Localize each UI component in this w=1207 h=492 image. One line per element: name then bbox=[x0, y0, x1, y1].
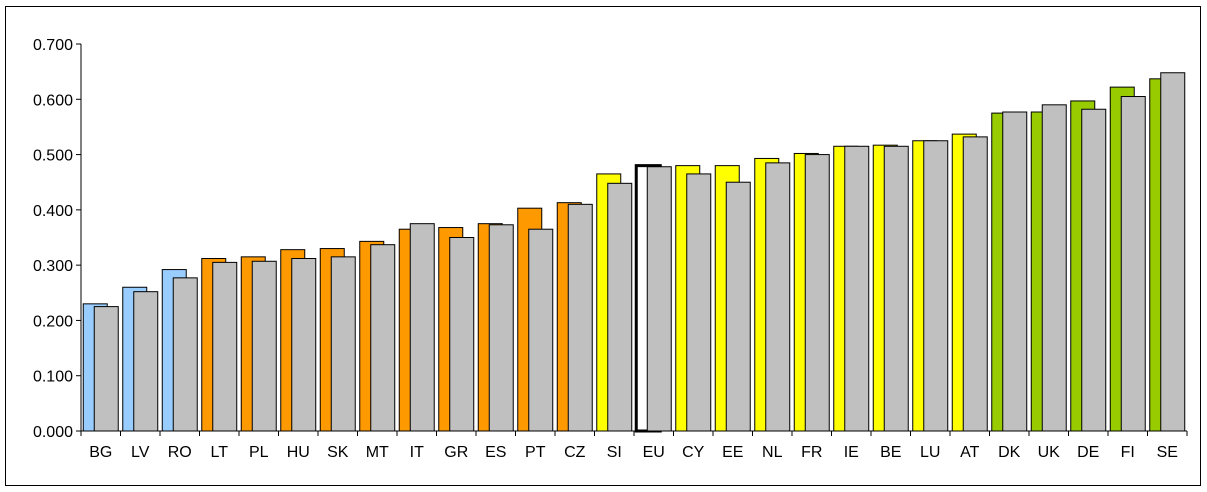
x-tick-label: EE bbox=[722, 444, 743, 461]
bar-series-2-pl bbox=[251, 260, 277, 432]
bar-series-2-dk bbox=[1002, 111, 1028, 432]
y-tick-label: 0.600 bbox=[33, 92, 73, 109]
x-tick-label: LV bbox=[131, 444, 150, 461]
x-tick-label: BE bbox=[880, 444, 901, 461]
x-tick-label: UK bbox=[1038, 444, 1061, 461]
x-tick-label: LU bbox=[920, 444, 940, 461]
x-tick-label: MT bbox=[366, 444, 389, 461]
y-tick-label: 0.000 bbox=[33, 424, 73, 441]
bar-series-2-lv bbox=[133, 291, 159, 432]
bar-series-2-gr bbox=[449, 237, 475, 432]
bar-series-2-ro bbox=[172, 277, 198, 432]
x-tick-label: PL bbox=[249, 444, 269, 461]
x-tick-label: AT bbox=[960, 444, 979, 461]
bar-series-2-ee bbox=[725, 181, 751, 432]
x-tick-label: BG bbox=[89, 444, 112, 461]
x-tick-label: FR bbox=[801, 444, 822, 461]
bar-series-2-be bbox=[883, 145, 909, 432]
chart-frame: 0.000 0.100 0.200 0.300 0.400 0.500 0.600 0.700… bbox=[5, 6, 1201, 486]
x-tick-label: HU bbox=[287, 444, 310, 461]
y-tick-label: 0.100 bbox=[33, 369, 73, 386]
bar-series-2-hu bbox=[291, 258, 317, 432]
bar-series-2-lt bbox=[212, 261, 238, 432]
x-tick-label: DE bbox=[1077, 444, 1099, 461]
x-tick-label: DK bbox=[998, 444, 1021, 461]
x-tick-label: SE bbox=[1157, 444, 1178, 461]
bar-series-2-mt bbox=[370, 244, 396, 432]
bar-series-2-at bbox=[962, 136, 988, 432]
bar-series-2-nl bbox=[765, 162, 791, 432]
y-tick-label: 0.500 bbox=[33, 148, 73, 165]
x-tick-label: CY bbox=[682, 444, 705, 461]
x-tick-label: EU bbox=[643, 444, 665, 461]
bar-series-2-it bbox=[409, 223, 435, 432]
x-tick-label: ES bbox=[485, 444, 506, 461]
bar-series-2-se bbox=[1160, 72, 1186, 432]
bar-series-2-eu bbox=[646, 166, 672, 432]
x-tick-label: PT bbox=[525, 444, 546, 461]
bar-series-2-si bbox=[607, 182, 633, 432]
bar-series-2-ie bbox=[844, 145, 870, 432]
bar-series-2-lu bbox=[923, 140, 949, 432]
y-tick-label: 0.700 bbox=[33, 37, 73, 54]
y-tick-label: 0.400 bbox=[33, 203, 73, 220]
bar-series-2-fr bbox=[804, 154, 830, 432]
bar-series-2-cy bbox=[686, 173, 712, 432]
y-tick-label: 0.300 bbox=[33, 258, 73, 275]
x-tick-label: LT bbox=[211, 444, 229, 461]
bar-series-2-cz bbox=[567, 203, 593, 432]
x-tick-label: IE bbox=[844, 444, 859, 461]
x-tick-label: GR bbox=[444, 444, 468, 461]
bar-chart: 0.000 0.100 0.200 0.300 0.400 0.500 0.600 0.700… bbox=[33, 37, 1188, 461]
bar-series-2-sk bbox=[330, 256, 356, 432]
bar-series-2-es bbox=[488, 224, 514, 432]
bar-series-2-fi bbox=[1120, 96, 1146, 432]
x-tick-label: SK bbox=[327, 444, 349, 461]
x-tick-label: IT bbox=[410, 444, 424, 461]
bar-series-2-bg bbox=[93, 306, 119, 432]
bar-series-2-pt bbox=[528, 228, 554, 432]
bar-series-2-de bbox=[1081, 108, 1107, 432]
y-tick-label: 0.200 bbox=[33, 313, 73, 330]
x-tick-label: NL bbox=[762, 444, 783, 461]
x-tick-label: CZ bbox=[564, 444, 586, 461]
x-tick-label: SI bbox=[607, 444, 622, 461]
bar-series-2-uk bbox=[1041, 104, 1067, 432]
x-tick-label: RO bbox=[168, 444, 192, 461]
x-tick-label: FI bbox=[1121, 444, 1135, 461]
